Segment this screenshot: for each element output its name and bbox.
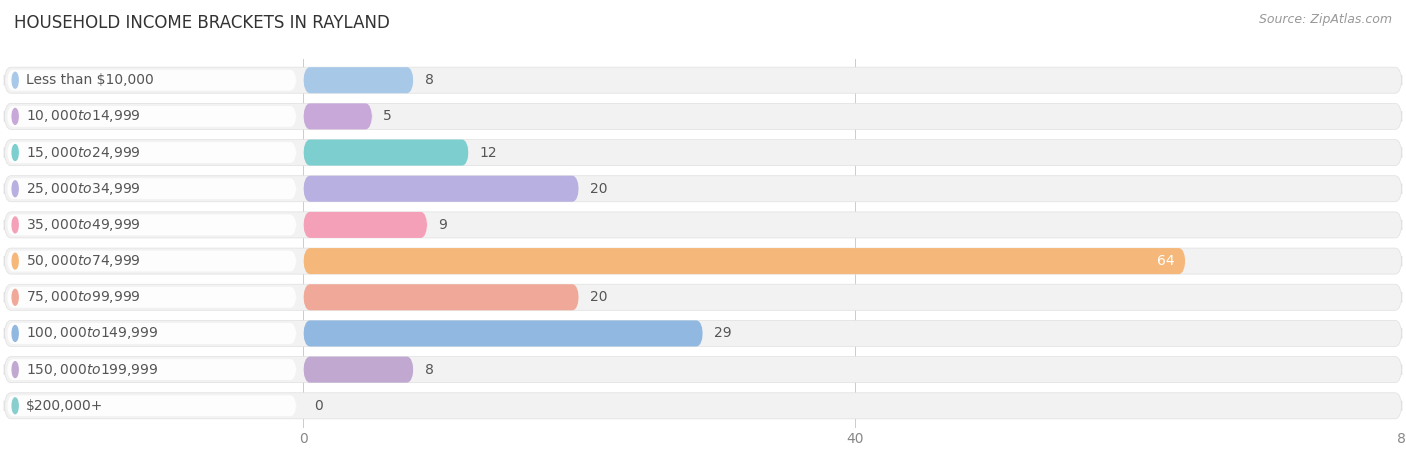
FancyBboxPatch shape: [7, 215, 297, 235]
FancyBboxPatch shape: [4, 212, 1402, 238]
Text: $100,000 to $149,999: $100,000 to $149,999: [27, 325, 159, 342]
Text: $50,000 to $74,999: $50,000 to $74,999: [27, 253, 141, 269]
Text: $15,000 to $24,999: $15,000 to $24,999: [27, 144, 141, 161]
FancyBboxPatch shape: [4, 356, 1402, 382]
Circle shape: [13, 181, 18, 197]
FancyBboxPatch shape: [4, 140, 1402, 166]
Text: HOUSEHOLD INCOME BRACKETS IN RAYLAND: HOUSEHOLD INCOME BRACKETS IN RAYLAND: [14, 14, 389, 32]
FancyBboxPatch shape: [4, 284, 1402, 310]
FancyBboxPatch shape: [304, 248, 1185, 274]
FancyBboxPatch shape: [7, 287, 297, 308]
Text: 5: 5: [384, 109, 392, 123]
Text: 64: 64: [1157, 254, 1174, 268]
FancyBboxPatch shape: [7, 359, 297, 380]
Circle shape: [13, 289, 18, 305]
Text: 8: 8: [425, 363, 433, 377]
FancyBboxPatch shape: [304, 67, 413, 93]
FancyBboxPatch shape: [4, 104, 1402, 130]
Circle shape: [13, 108, 18, 124]
Text: $75,000 to $99,999: $75,000 to $99,999: [27, 289, 141, 305]
Circle shape: [13, 253, 18, 269]
Text: 29: 29: [714, 326, 731, 341]
Circle shape: [13, 72, 18, 88]
Text: 9: 9: [439, 218, 447, 232]
FancyBboxPatch shape: [304, 104, 373, 130]
Text: 12: 12: [479, 145, 498, 160]
FancyBboxPatch shape: [304, 212, 427, 238]
Circle shape: [13, 398, 18, 414]
Text: $25,000 to $34,999: $25,000 to $34,999: [27, 181, 141, 197]
FancyBboxPatch shape: [7, 396, 297, 416]
Text: Source: ZipAtlas.com: Source: ZipAtlas.com: [1258, 14, 1392, 27]
FancyBboxPatch shape: [4, 393, 1402, 419]
Circle shape: [13, 144, 18, 161]
FancyBboxPatch shape: [304, 284, 579, 310]
Circle shape: [13, 362, 18, 378]
FancyBboxPatch shape: [7, 70, 297, 90]
FancyBboxPatch shape: [4, 248, 1402, 274]
FancyBboxPatch shape: [304, 356, 413, 382]
FancyBboxPatch shape: [7, 142, 297, 163]
Text: $200,000+: $200,000+: [27, 399, 104, 413]
Text: 20: 20: [591, 290, 607, 304]
Text: Less than $10,000: Less than $10,000: [27, 73, 153, 87]
Text: $35,000 to $49,999: $35,000 to $49,999: [27, 217, 141, 233]
FancyBboxPatch shape: [7, 106, 297, 127]
Text: 20: 20: [591, 182, 607, 196]
FancyBboxPatch shape: [4, 176, 1402, 202]
Text: 0: 0: [315, 399, 323, 413]
FancyBboxPatch shape: [7, 251, 297, 271]
FancyBboxPatch shape: [304, 176, 579, 202]
FancyBboxPatch shape: [4, 320, 1402, 346]
Circle shape: [13, 217, 18, 233]
FancyBboxPatch shape: [304, 320, 703, 346]
Text: 8: 8: [425, 73, 433, 87]
Text: $10,000 to $14,999: $10,000 to $14,999: [27, 108, 141, 124]
FancyBboxPatch shape: [7, 323, 297, 344]
Text: $150,000 to $199,999: $150,000 to $199,999: [27, 362, 159, 378]
FancyBboxPatch shape: [304, 140, 468, 166]
FancyBboxPatch shape: [7, 178, 297, 199]
Circle shape: [13, 325, 18, 342]
FancyBboxPatch shape: [4, 67, 1402, 93]
